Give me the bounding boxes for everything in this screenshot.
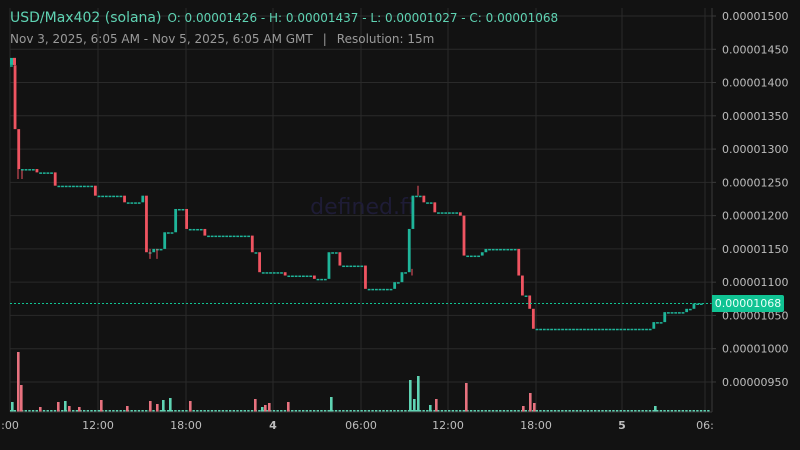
price-candles	[10, 57, 703, 331]
price-tick-label: 0.00001100	[722, 276, 788, 289]
time-tick-label: 18:00	[520, 419, 552, 432]
price-tick-label: 0.00001200	[722, 210, 788, 223]
price-tick-label: 0.00001000	[722, 343, 788, 356]
time-tick-label: 5	[618, 419, 626, 432]
price-tick-label: 0.00000950	[722, 376, 788, 389]
separator: |	[322, 32, 327, 46]
price-tick-label: 0.00001400	[722, 77, 788, 90]
time-axis[interactable]: :00 12:00 18:00 4 06:00 12:00 18:00 5 06:	[1, 411, 714, 432]
price-tick-label: 0.00001500	[722, 10, 788, 23]
price-axis[interactable]: 0.00001500 0.00001450 0.00001400 0.00001350…	[712, 10, 788, 389]
price-tick-label: 0.00001350	[722, 110, 788, 123]
range-row: Nov 3, 2025, 6:05 AM - Nov 5, 2025, 6:05…	[10, 32, 558, 46]
price-tick-label: 0.00001250	[722, 176, 788, 189]
price-tick-label: 0.00001050	[722, 309, 788, 322]
chart-header: USD/Max402 (solana) O: 0.00001426 - H: 0…	[10, 10, 558, 46]
time-tick-label: 06:	[696, 419, 714, 432]
price-tick-label: 0.00001300	[722, 143, 788, 156]
time-tick-label: 06:00	[345, 419, 377, 432]
current-price-tag: 0.00001068	[712, 294, 784, 312]
title-row: USD/Max402 (solana) O: 0.00001426 - H: 0…	[10, 10, 558, 26]
symbol-label[interactable]: USD/Max402 (solana)	[10, 10, 162, 26]
time-tick-label: 12:00	[82, 419, 114, 432]
time-tick-label: :00	[1, 419, 19, 432]
price-tick-label: 0.00001450	[722, 43, 788, 56]
time-tick-label: 18:00	[170, 419, 202, 432]
volume-bars	[10, 352, 710, 412]
watermark: defined.fi	[310, 195, 414, 220]
time-tick-label: 12:00	[432, 419, 464, 432]
resolution-label[interactable]: Resolution: 15m	[336, 32, 435, 46]
time-tick-label: 4	[269, 419, 277, 432]
price-tick-label: 0.00001150	[722, 243, 788, 256]
ohlc-values: O: 0.00001426 - H: 0.00001437 - L: 0.000…	[167, 11, 559, 25]
date-range: Nov 3, 2025, 6:05 AM - Nov 5, 2025, 6:05…	[10, 32, 313, 46]
grid-lines	[9, 8, 712, 412]
